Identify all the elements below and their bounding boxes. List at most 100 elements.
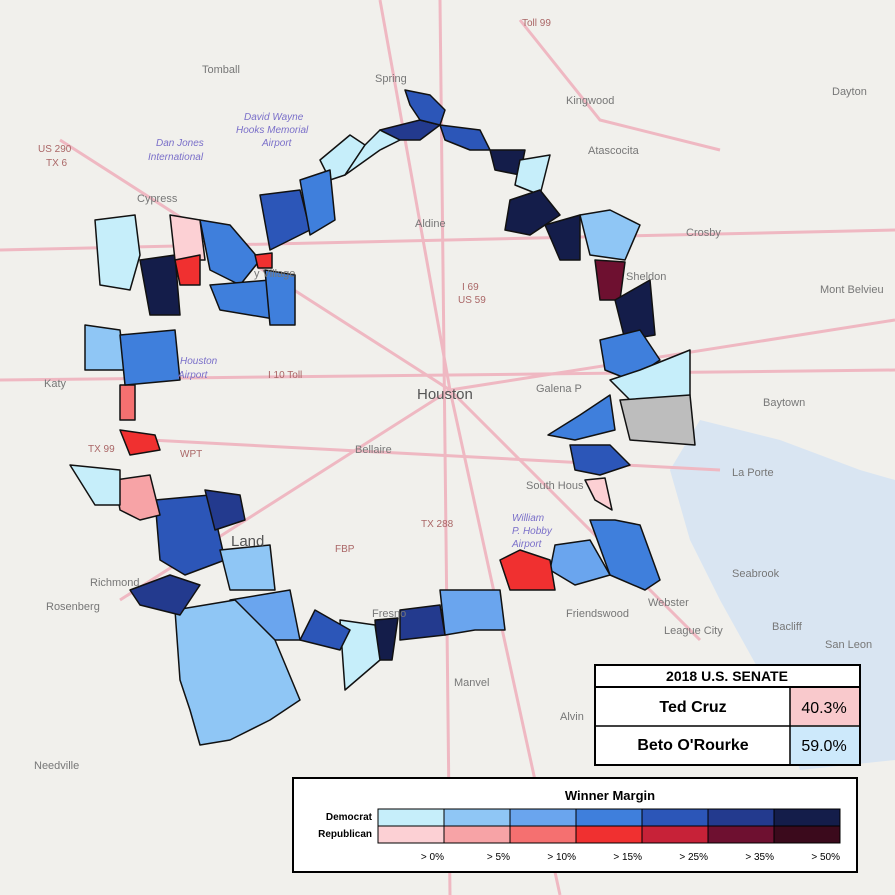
place-label: Webster — [648, 597, 689, 609]
legend-label: > 10% — [547, 852, 576, 863]
place-label: Needville — [34, 760, 79, 772]
precinct — [614, 279, 656, 341]
legend-swatch — [575, 808, 643, 827]
precinct — [499, 549, 556, 591]
road-label: Toll 99 — [522, 18, 551, 29]
place-label: Manvel — [454, 677, 489, 689]
precinct — [84, 324, 126, 371]
precinct — [139, 254, 181, 316]
legend-swatch — [773, 808, 841, 827]
legend-swatch — [377, 808, 445, 827]
place-label: Bellaire — [355, 444, 392, 456]
legend-swatch — [773, 825, 841, 844]
place-label: Rosenberg — [46, 601, 100, 613]
legend-label: > 25% — [679, 852, 708, 863]
precinct — [544, 214, 581, 261]
precinct — [569, 444, 631, 476]
precinct — [254, 252, 273, 269]
map-labels: Tomball Spring Kingwood Dayton Toll 99 U… — [34, 18, 884, 772]
table-title: 2018 U.S. SENATE — [666, 668, 788, 684]
precinct — [119, 329, 181, 386]
place-label: Crosby — [686, 227, 721, 239]
place-label: Fresno — [372, 608, 406, 620]
precinct — [439, 124, 491, 151]
road-label: I 10 Toll — [268, 370, 302, 381]
precinct — [154, 494, 226, 576]
legend-swatch — [641, 825, 709, 844]
precinct — [439, 589, 506, 636]
precinct — [379, 119, 441, 141]
legend-swatch — [377, 825, 445, 844]
road-label: WPT — [180, 449, 202, 460]
legend-row-label: Democrat — [326, 812, 373, 823]
road-label: US 59 — [458, 295, 486, 306]
airport-label: Hooks Memorial — [236, 125, 309, 136]
place-label: League City — [664, 625, 723, 637]
precinct — [119, 429, 161, 456]
airport-label: Airport — [511, 539, 543, 550]
legend-swatch — [443, 825, 511, 844]
results-table: 2018 U.S. SENATE Ted Cruz 40.3% Beto O'R… — [594, 664, 861, 766]
airport-label: International — [148, 152, 204, 163]
road-label: TX 99 — [88, 444, 115, 455]
legend-row-label: Republican — [318, 829, 372, 840]
cell-fill — [790, 727, 859, 764]
legend-swatch — [443, 808, 511, 827]
legend-label: > 0% — [421, 852, 444, 863]
airport-label: David Wayne — [244, 112, 304, 123]
airport-label: Airport — [177, 370, 209, 381]
place-label: San Leon — [825, 639, 872, 651]
place-label: Friendswood — [566, 608, 629, 620]
place-label: y Village — [254, 268, 295, 280]
airport-label: Dan Jones — [156, 138, 204, 149]
legend-swatch — [707, 825, 775, 844]
precinct — [594, 259, 626, 301]
legend-swatch — [641, 808, 709, 827]
road-label: FBP — [335, 544, 355, 555]
precinct — [169, 214, 206, 261]
precinct — [584, 477, 613, 511]
precinct — [299, 609, 351, 651]
precinct — [219, 544, 276, 591]
place-label: Spring — [375, 73, 407, 85]
precinct — [129, 574, 201, 616]
legend-swatch — [575, 825, 643, 844]
precinct — [204, 489, 246, 531]
airport-label: Houston — [180, 356, 218, 367]
place-label: Baytown — [763, 397, 805, 409]
precinct — [69, 464, 121, 506]
vote-share: 59.0% — [801, 738, 846, 755]
place-label: Richmond — [90, 577, 140, 589]
city-label: Land — [231, 533, 264, 550]
precinct — [339, 619, 381, 691]
legend-label: > 35% — [745, 852, 774, 863]
place-label: Galena P — [536, 383, 582, 395]
city-label: Houston — [417, 386, 473, 403]
legend-swatch — [707, 808, 775, 827]
road-label: US 290 — [38, 144, 72, 155]
cell-fill — [790, 688, 859, 725]
legend-title: Winner Margin — [565, 788, 655, 803]
place-label: Atascocita — [588, 145, 640, 157]
airport-label: P. Hobby — [512, 526, 553, 537]
candidate: Ted Cruz — [659, 699, 726, 716]
place-label: Sheldon — [626, 271, 666, 283]
place-label: Cypress — [137, 193, 178, 205]
place-label: Dayton — [832, 86, 867, 98]
place-label: Bacliff — [772, 621, 803, 633]
legend-label: > 5% — [487, 852, 510, 863]
legend-label: > 15% — [613, 852, 642, 863]
precinct — [547, 394, 616, 441]
precincts — [69, 89, 696, 746]
place-label: Aldine — [415, 218, 446, 230]
place-label: La Porte — [732, 467, 774, 479]
precinct — [199, 219, 261, 286]
place-label: Alvin — [560, 711, 584, 723]
road-label: I 69 — [462, 282, 479, 293]
precinct — [299, 169, 336, 236]
legend: Winner Margin Democrat Republican > 0% > … — [292, 777, 858, 873]
precinct — [119, 384, 136, 421]
airport-label: William — [512, 513, 544, 524]
road-label: TX 288 — [421, 519, 454, 530]
